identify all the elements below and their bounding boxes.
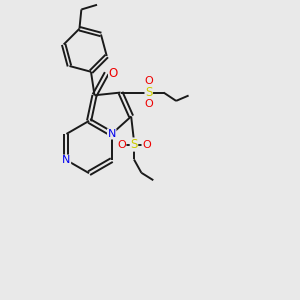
Text: O: O	[144, 99, 153, 110]
Text: N: N	[62, 155, 70, 165]
Text: O: O	[142, 140, 151, 149]
Text: O: O	[109, 67, 118, 80]
Text: O: O	[117, 140, 126, 149]
Text: N: N	[107, 129, 116, 139]
Text: S: S	[130, 138, 138, 151]
Text: S: S	[145, 86, 152, 99]
Text: O: O	[144, 76, 153, 86]
